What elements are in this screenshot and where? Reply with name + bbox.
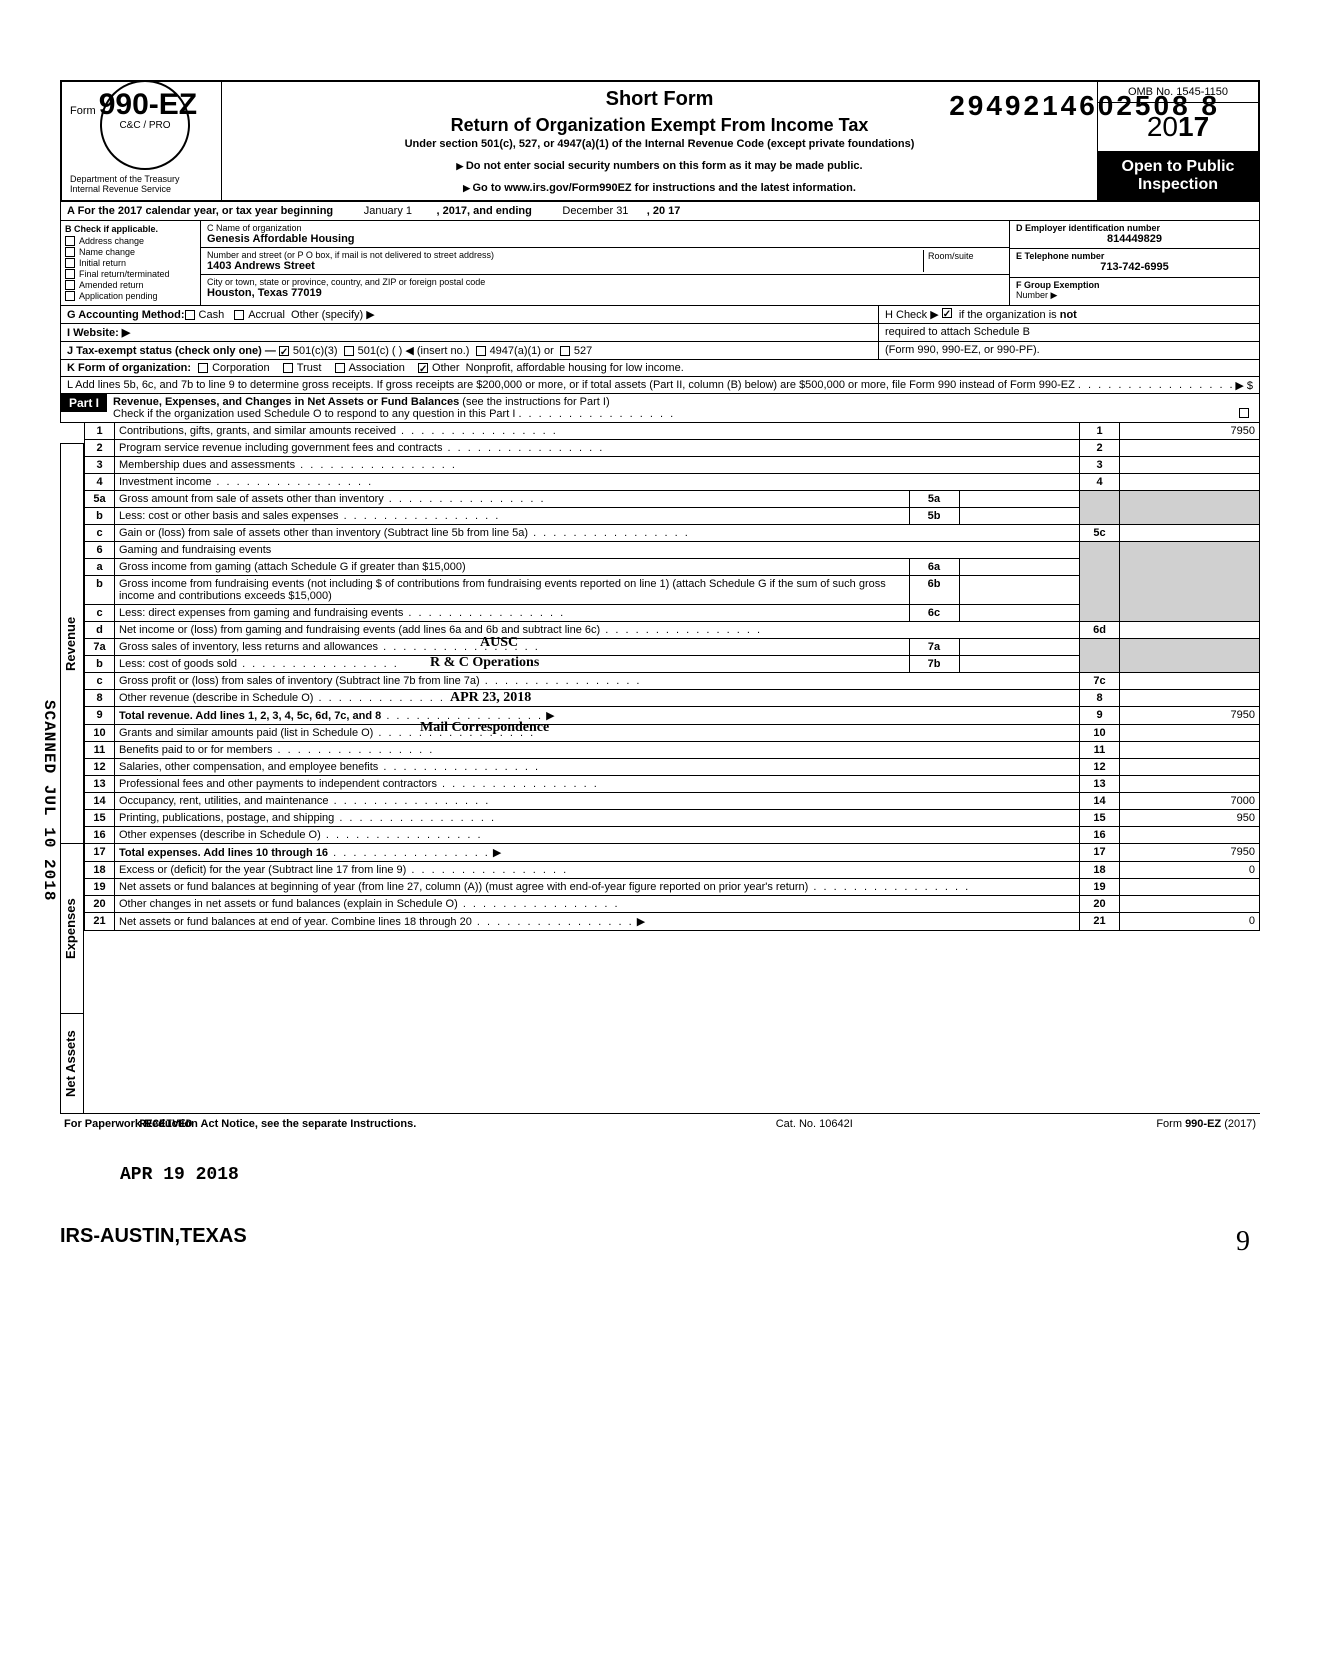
cb-amended-return[interactable]: Amended return: [65, 280, 196, 290]
cb-association[interactable]: [335, 363, 345, 373]
cb-trust[interactable]: [283, 363, 293, 373]
cb-527[interactable]: [560, 346, 570, 356]
line-14: 14Occupancy, rent, utilities, and mainte…: [85, 793, 1260, 810]
line-7a: 7a Gross sales of inventory, less return…: [85, 639, 1260, 656]
cb-501c3[interactable]: [279, 346, 289, 356]
seal-logo: C&C / PRO: [100, 80, 190, 170]
line-10: 10Grants and similar amounts paid (list …: [85, 725, 1260, 742]
line-3: 3Membership dues and assessments3: [85, 457, 1260, 474]
cb-initial-return[interactable]: Initial return: [65, 258, 196, 268]
line-18: 18Excess or (deficit) for the year (Subt…: [85, 862, 1260, 879]
part-1-label: Part I: [61, 394, 107, 412]
line-12: 12Salaries, other compensation, and empl…: [85, 759, 1260, 776]
col-b-checkboxes: B Check if applicable. Address change Na…: [61, 221, 201, 305]
cb-name-change[interactable]: Name change: [65, 247, 196, 257]
expenses-side-label: Expenses: [60, 843, 84, 1013]
line-20: 20Other changes in net assets or fund ba…: [85, 896, 1260, 913]
received-stamp-overlay: RECEIVED: [139, 1119, 192, 1131]
line-6d: dNet income or (loss) from gaming and fu…: [85, 622, 1260, 639]
form-ref: Form 990-EZ (2017): [1156, 1118, 1256, 1131]
paperwork-notice: For Paperwork Reduction Act Notice, see …: [64, 1118, 472, 1131]
cb-corporation[interactable]: [198, 363, 208, 373]
other-description: Nonprofit, affordable housing for low in…: [466, 362, 684, 374]
line-19: 19Net assets or fund balances at beginni…: [85, 879, 1260, 896]
line-17: 17Total expenses. Add lines 10 through 1…: [85, 844, 1260, 862]
cb-4947a1[interactable]: [476, 346, 486, 356]
cb-schedule-o-part1[interactable]: [1239, 408, 1249, 418]
line-2: 2Program service revenue including gover…: [85, 440, 1260, 457]
cb-501c[interactable]: [344, 346, 354, 356]
section-bcdef: B Check if applicable. Address change Na…: [60, 221, 1260, 306]
scanned-stamp: SCANNED JUL 10 2018: [40, 700, 58, 901]
line-5a: 5a Gross amount from sale of assets othe…: [85, 491, 1260, 508]
revenue-side-label: Revenue: [60, 443, 84, 843]
line-a: A For the 2017 calendar year, or tax yea…: [60, 202, 1260, 221]
row-k: K Form of organization: Corporation Trus…: [60, 360, 1260, 377]
open-to-public: Open to Public Inspection: [1098, 152, 1258, 200]
cb-accrual[interactable]: [234, 310, 244, 320]
row-l: L Add lines 5b, 6c, and 7b to line 9 to …: [60, 377, 1260, 394]
line-1: 1Contributions, gifts, grants, and simil…: [85, 423, 1260, 440]
part-1-header: Part I Revenue, Expenses, and Changes in…: [60, 394, 1260, 423]
line-6: 6Gaming and fundraising events: [85, 542, 1260, 559]
line-21: 21Net assets or fund balances at end of …: [85, 913, 1260, 931]
cb-application-pending[interactable]: Application pending: [65, 291, 196, 301]
date-stamp: APR 19 2018: [120, 1165, 1260, 1185]
page-footer: For Paperwork Reduction Act Notice, see …: [60, 1113, 1260, 1135]
instruction-1: Do not enter social security numbers on …: [230, 160, 1089, 172]
cb-final-return[interactable]: Final return/terminated: [65, 269, 196, 279]
cb-other[interactable]: [418, 363, 428, 373]
org-name: Genesis Affordable Housing: [207, 233, 1003, 245]
line-h: H Check ▶ if the organization is not: [885, 309, 1077, 321]
irs-austin-text: IRS-AUSTIN,TEXAS: [60, 1225, 1260, 1248]
city-state-zip: Houston, Texas 77019: [207, 287, 1003, 299]
row-i: I Website: ▶ required to attach Schedule…: [60, 324, 1260, 342]
line-8: 8Other revenue (describe in Schedule O)8: [85, 690, 1260, 707]
net-assets-side-label: Net Assets: [60, 1013, 84, 1113]
line-7c: cGross profit or (loss) from sales of in…: [85, 673, 1260, 690]
line-13: 13Professional fees and other payments t…: [85, 776, 1260, 793]
phone-number: 713-742-6995: [1016, 261, 1253, 273]
lines-table: 1Contributions, gifts, grants, and simil…: [84, 423, 1260, 931]
cb-address-change[interactable]: Address change: [65, 236, 196, 246]
ein: 814449829: [1016, 233, 1253, 245]
subtitle: Under section 501(c), 527, or 4947(a)(1)…: [230, 138, 1089, 150]
form-prefix: Form: [70, 105, 96, 117]
col-def: D Employer identification number 8144498…: [1009, 221, 1259, 305]
form-page: 2949214602508 8 C&C / PRO SCANNED JUL 10…: [60, 80, 1260, 1248]
document-locator-number: 2949214602508 8: [949, 90, 1220, 122]
cb-schedule-b-not-required[interactable]: [942, 308, 952, 318]
street-address: 1403 Andrews Street: [207, 260, 923, 272]
line-11: 11Benefits paid to or for members11: [85, 742, 1260, 759]
col-c: C Name of organization Genesis Affordabl…: [201, 221, 1009, 305]
department-text: Department of the Treasury Internal Reve…: [70, 174, 213, 194]
line-15: 15Printing, publications, postage, and s…: [85, 810, 1260, 827]
page-number-handwritten: 9: [1236, 1226, 1250, 1258]
line-16: 16Other expenses (describe in Schedule O…: [85, 827, 1260, 844]
row-gh: G Accounting Method: Cash Accrual Other …: [60, 306, 1260, 324]
line-9: 9Total revenue. Add lines 1, 2, 3, 4, 5c…: [85, 707, 1260, 725]
row-j: J Tax-exempt status (check only one) — 5…: [60, 342, 1260, 360]
line-4: 4Investment income4: [85, 474, 1260, 491]
catalog-number: Cat. No. 10642I: [776, 1118, 853, 1131]
cb-cash[interactable]: [185, 310, 195, 320]
instruction-2: Go to www.irs.gov/Form990EZ for instruct…: [230, 182, 1089, 194]
line-5c: cGain or (loss) from sale of assets othe…: [85, 525, 1260, 542]
